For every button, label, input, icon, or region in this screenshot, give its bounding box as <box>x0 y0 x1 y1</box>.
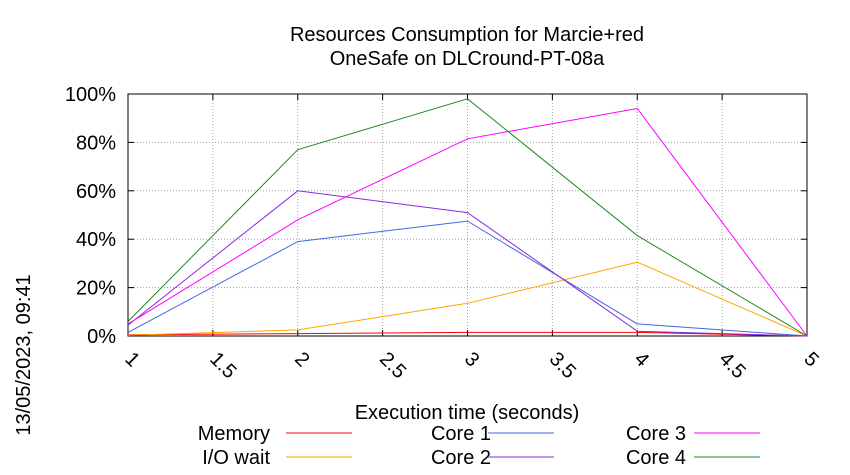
chart-subtitle: OneSafe on DLCround-PT-08a <box>330 48 605 70</box>
series-lines <box>127 98 808 337</box>
y-tick-label: 80% <box>76 132 116 154</box>
series-line-core-4 <box>127 98 808 337</box>
x-tick-label: 5 <box>799 348 822 371</box>
x-tick-label: 2 <box>290 348 313 371</box>
series-line-i-o-wait <box>127 261 808 337</box>
y-axis-ticks: 0% 20% 40% 60% 80% 100% <box>65 84 807 348</box>
legend-label: Memory <box>198 423 270 445</box>
x-tick-label: 1 <box>120 348 143 371</box>
legend-label: Core 4 <box>626 447 686 469</box>
chart-title: Resources Consumption for Marcie+red <box>290 24 644 46</box>
y-tick-label: 20% <box>76 278 116 300</box>
x-axis-label: Execution time (seconds) <box>355 402 580 424</box>
series-line-memory <box>127 331 808 337</box>
x-tick-label: 1.5 <box>205 348 240 383</box>
x-tick-label: 3.5 <box>545 348 580 383</box>
series-line-core-3 <box>127 107 808 337</box>
x-tick-label: 3 <box>460 348 483 371</box>
x-tick-label: 4 <box>630 348 653 371</box>
legend-label: Core 1 <box>431 423 491 445</box>
x-axis-ticks: 1 1.5 2 2.5 3 3.5 4 4.5 5 <box>120 94 823 383</box>
y-tick-label: 40% <box>76 229 116 251</box>
y-tick-label: 100% <box>65 84 116 106</box>
legend-label: Core 2 <box>431 447 491 469</box>
y-tick-label: 0% <box>87 326 116 348</box>
y-tick-label: 60% <box>76 181 116 203</box>
x-tick-label: 2.5 <box>375 348 410 383</box>
series-line-core-2 <box>127 190 808 337</box>
x-tick-label: 4.5 <box>715 348 750 383</box>
legend-label: I/O wait <box>202 447 270 469</box>
legend-label: Core 3 <box>626 423 686 445</box>
grid-lines <box>128 94 807 336</box>
series-line-core-1 <box>127 220 808 337</box>
timestamp-label: 13/05/2023, 09:41 <box>13 274 35 435</box>
